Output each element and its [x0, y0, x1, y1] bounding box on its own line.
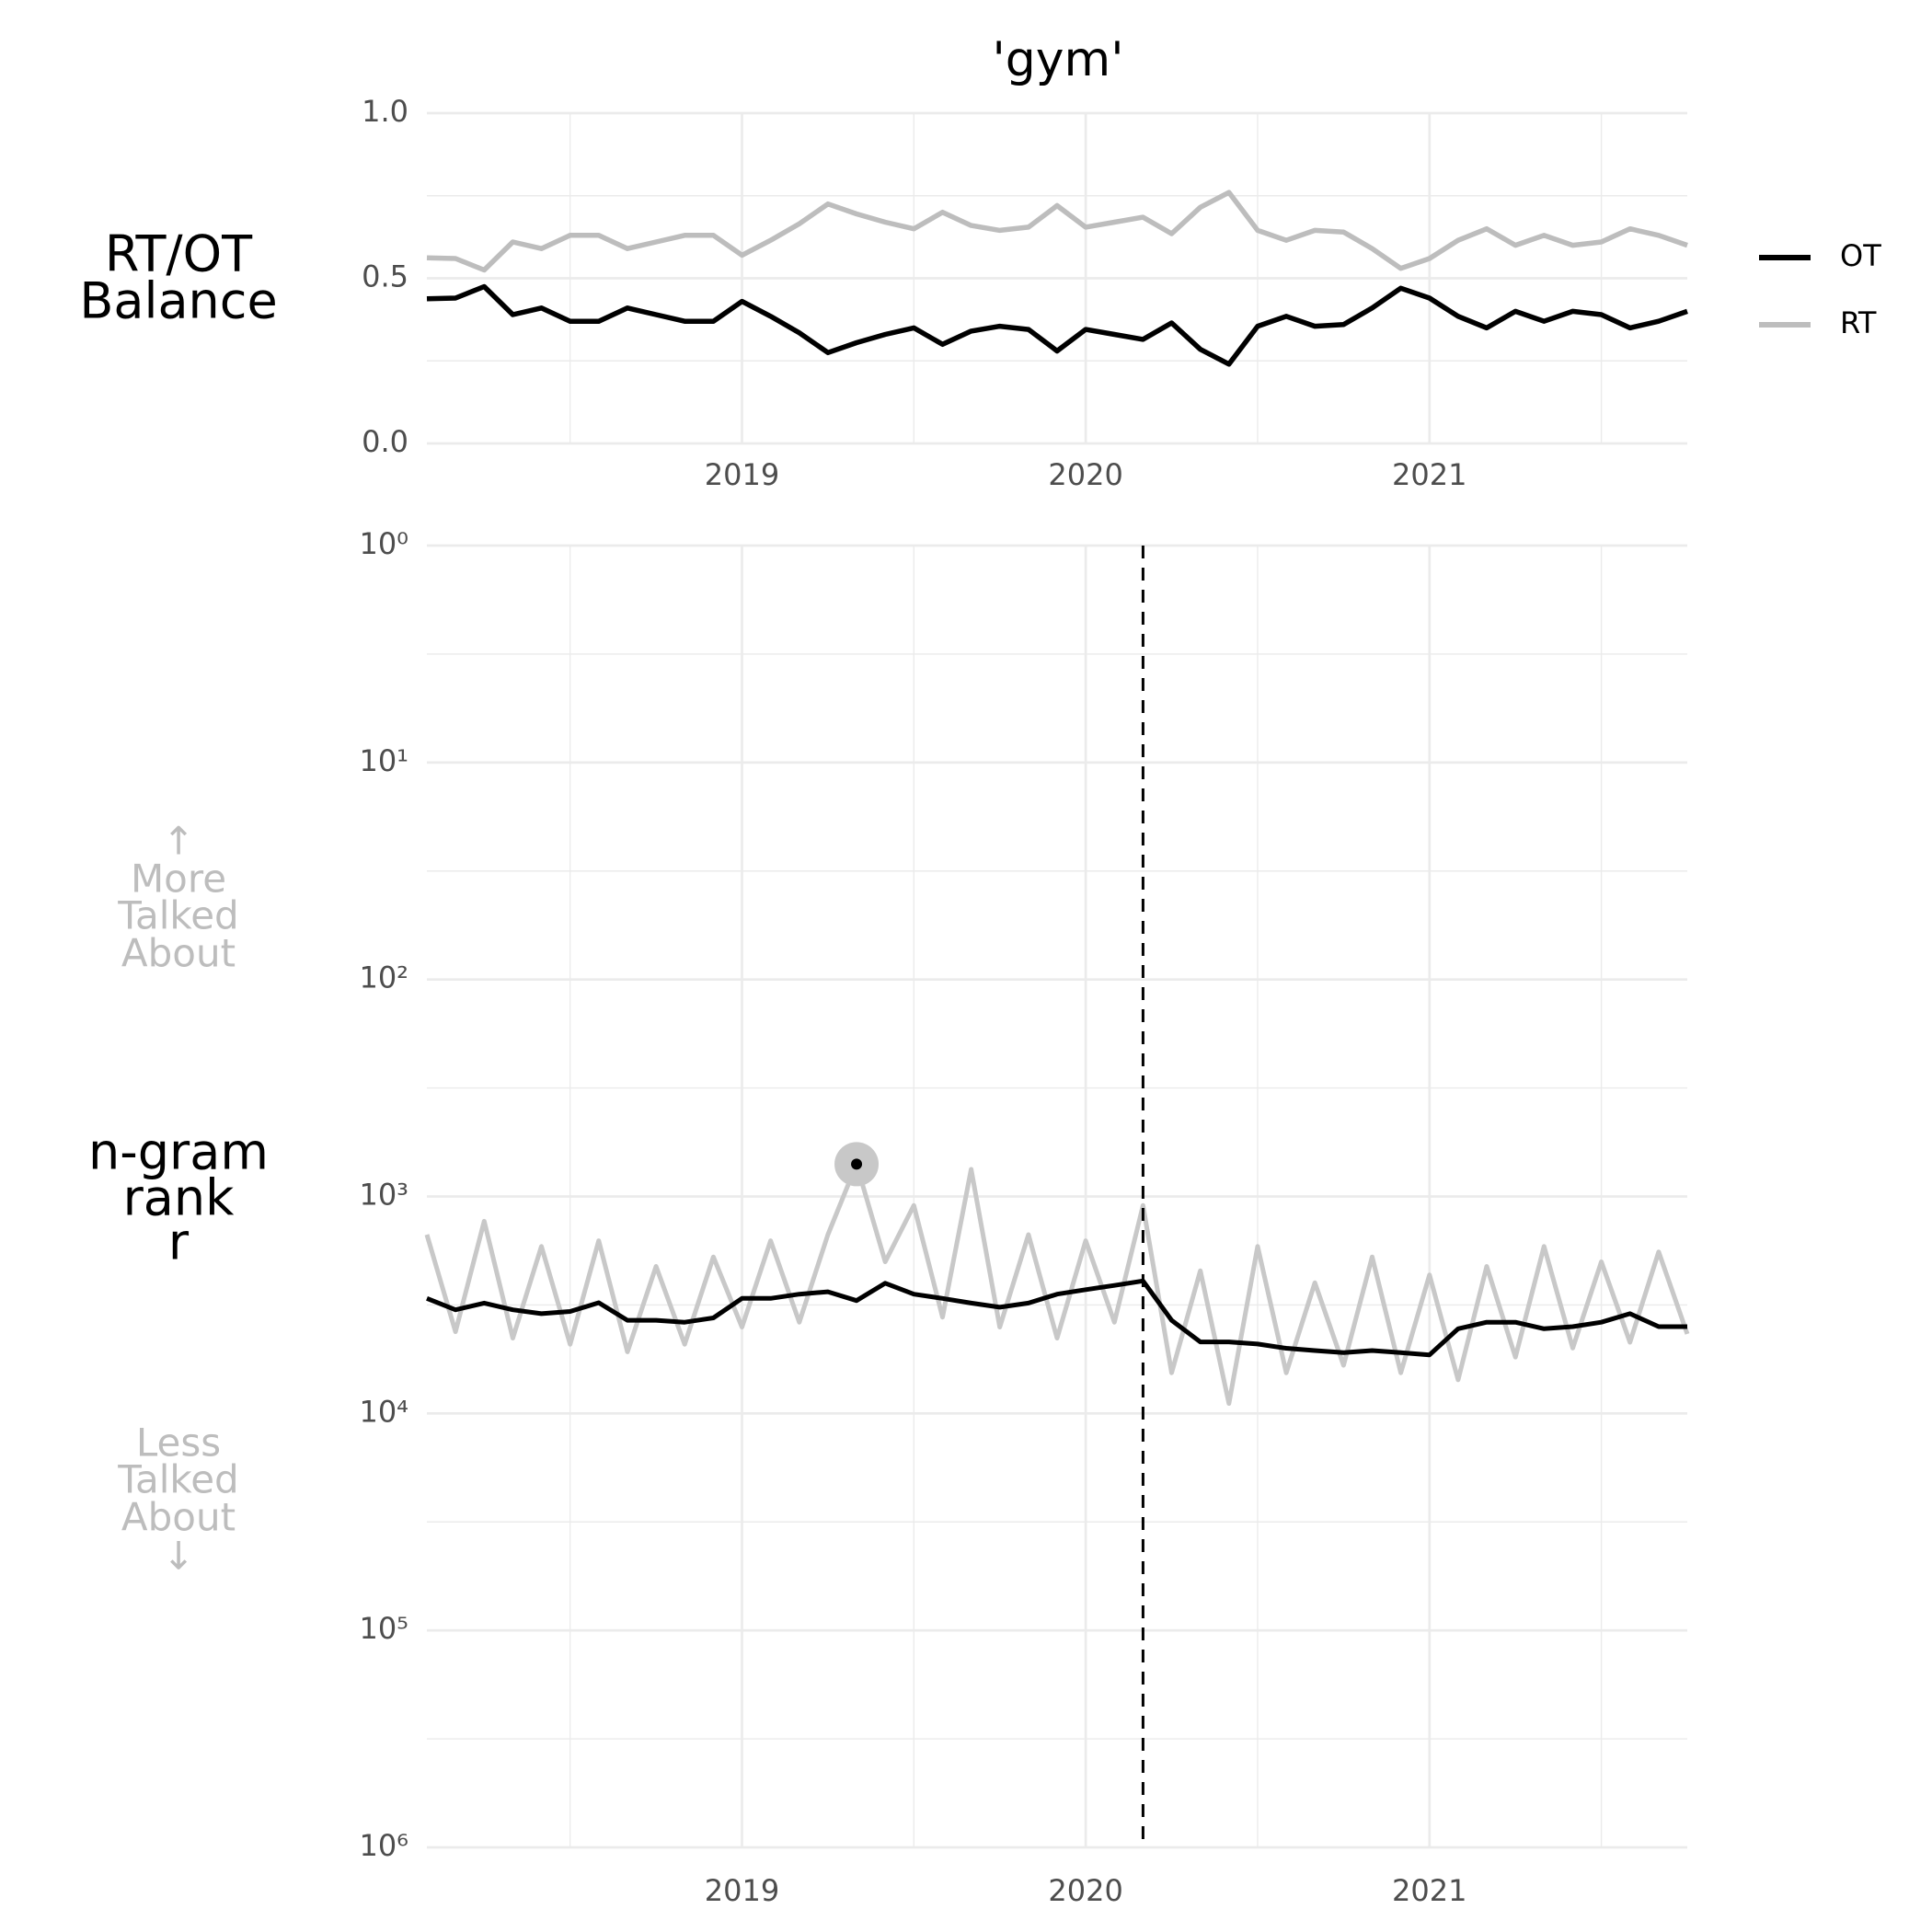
x-tick-label: 2019: [705, 1873, 779, 1908]
y-tick-label: 10⁰: [359, 526, 408, 561]
legend-label: RT: [1840, 305, 1877, 340]
y-tick-label: 0.5: [362, 259, 408, 294]
upper-note: More: [131, 857, 226, 902]
chart-title: 'gym': [992, 32, 1123, 87]
series-line: [426, 1278, 1687, 1358]
lower-note: ↓: [162, 1534, 194, 1579]
lower-note: About: [121, 1495, 236, 1540]
y-axis-label: RT/OT: [105, 225, 253, 283]
x-tick-label: 2021: [1392, 457, 1466, 492]
y-tick-label: 0.0: [362, 424, 408, 459]
upper-note: ↑: [162, 819, 194, 864]
y-tick-label: 10¹: [359, 743, 408, 778]
legend-label: OT: [1840, 238, 1881, 273]
series-line: [426, 190, 1688, 273]
x-tick-label: 2019: [705, 457, 779, 492]
lower-note: Less: [136, 1420, 221, 1466]
y-axis-label: Balance: [79, 272, 277, 330]
y-axis-label: n-gram: [88, 1123, 269, 1181]
y-tick-label: 10²: [359, 960, 408, 995]
y-tick-label: 10⁵: [359, 1611, 408, 1646]
x-tick-label: 2021: [1392, 1873, 1466, 1908]
upper-note: Talked: [117, 893, 238, 938]
y-tick-label: 10⁶: [359, 1828, 408, 1863]
upper-note: About: [121, 931, 236, 976]
y-axis-label: rank: [123, 1169, 236, 1227]
y-axis-label: r: [168, 1213, 190, 1271]
series-line: [426, 283, 1688, 367]
highlight-dot: [851, 1158, 863, 1170]
x-tick-label: 2020: [1048, 1873, 1122, 1908]
y-tick-label: 10⁴: [359, 1394, 408, 1429]
x-tick-label: 2020: [1048, 457, 1122, 492]
series-line: [424, 1161, 1690, 1406]
lower-note: Talked: [117, 1457, 238, 1502]
y-tick-label: 10³: [359, 1178, 408, 1213]
y-tick-label: 1.0: [362, 94, 408, 129]
